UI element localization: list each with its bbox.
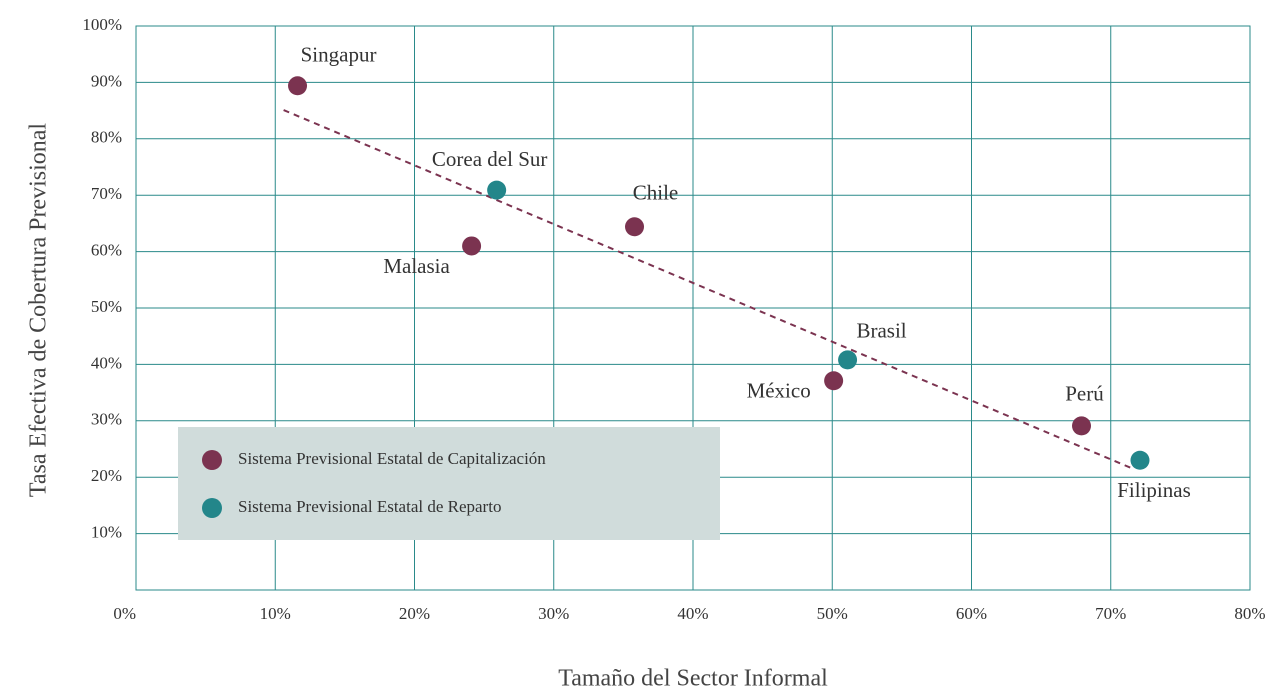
y-tick-label: 30%: [91, 410, 122, 429]
x-tick-label: 70%: [1095, 604, 1126, 623]
x-tick-label: 80%: [1234, 604, 1265, 623]
legend-label: Sistema Previsional Estatal de Reparto: [238, 497, 501, 516]
data-point: [487, 180, 507, 200]
data-point: [824, 371, 844, 391]
legend-label: Sistema Previsional Estatal de Capitaliz…: [238, 449, 546, 468]
data-point: [462, 236, 482, 256]
y-tick-label: 50%: [91, 297, 122, 316]
y-axis-label: Tasa Efectiva de Cobertura Previsional: [26, 123, 52, 498]
point-label: Perú: [1065, 382, 1104, 406]
trend-line: [283, 109, 1133, 470]
y-tick-label: 20%: [91, 466, 122, 485]
x-tick-label: 0%: [113, 604, 136, 623]
x-tick-label: 20%: [399, 604, 430, 623]
data-point: [1072, 416, 1092, 436]
y-tick-label: 60%: [91, 241, 122, 260]
x-tick-label: 30%: [538, 604, 569, 623]
point-label: Brasil: [856, 319, 906, 343]
point-label: Corea del Sur: [432, 147, 547, 171]
legend-box: [178, 427, 720, 540]
y-tick-label: 70%: [91, 184, 122, 203]
point-label: Chile: [633, 181, 679, 205]
y-tick-label: 90%: [91, 71, 122, 90]
y-tick-label: 40%: [91, 353, 122, 372]
point-label: México: [747, 379, 811, 403]
point-label: Filipinas: [1117, 478, 1191, 502]
x-tick-label: 50%: [817, 604, 848, 623]
data-point: [1130, 450, 1150, 470]
legend-marker: [202, 450, 222, 470]
x-axis-label: Tamaño del Sector Informal: [558, 666, 828, 689]
x-tick-label: 10%: [260, 604, 291, 623]
y-tick-label: 80%: [91, 128, 122, 147]
x-tick-label: 60%: [956, 604, 987, 623]
y-tick-label: 100%: [82, 15, 122, 34]
point-label: Malasia: [383, 254, 450, 278]
y-tick-label: 10%: [91, 523, 122, 542]
point-label: Singapur: [301, 43, 377, 67]
data-point: [838, 350, 858, 370]
x-tick-label: 40%: [677, 604, 708, 623]
data-point: [288, 76, 308, 96]
legend-marker: [202, 498, 222, 518]
data-point: [625, 217, 645, 237]
